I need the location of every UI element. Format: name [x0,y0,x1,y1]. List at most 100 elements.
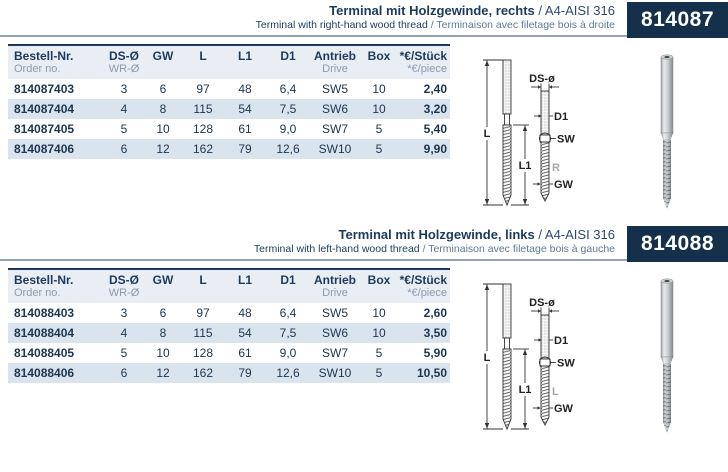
cell: 115 [182,99,224,119]
dim-label-L: L [484,352,491,364]
cell: 4 [104,323,144,343]
column-header: L [182,269,224,303]
cell: 10 [156,122,170,136]
column-header: GW [144,269,182,303]
column-header: DS-Ø WR-Ø [104,45,144,79]
cell-price: 9,90 [398,139,450,159]
table-row: 814088404 4 8 115 54 7,5 SW6 10 3,50 [8,323,450,343]
dim-label-GW: GW [554,403,574,415]
cell: 54 [224,99,266,119]
cell-price: 2,40 [423,82,447,96]
cell: 6 [159,306,167,320]
cell-price: 5,40 [423,122,447,136]
cell: 12,6 [266,363,310,383]
dim-label-D1: D1 [554,111,568,123]
product-section-right-hand: Terminal mit Holzgewinde, rechts / A4-AI… [0,0,728,224]
product-section-left-hand: Terminal mit Holzgewinde, links / A4-AIS… [0,224,728,448]
product-table: Bestell-Nr. Order no. DS-Ø WR-Ø GW L L1 D1… [8,44,450,159]
cell-order-no: 814087404 [8,99,104,119]
cell-order-no: 814087403 [14,82,75,96]
cell-order-no: 814088405 [14,346,75,360]
dim-label-SW: SW [557,134,575,146]
dim-label-DS: DS-ø [529,73,555,85]
product-subtitle-en: Terminal with left-hand wood thread [253,243,420,255]
cell-price: 5,90 [423,346,447,360]
cell-order-no: 814088406 [8,363,104,383]
technical-drawing: L L1 DS-ø D1 SW L GW [483,283,575,431]
article-number-badge: 814087 [627,2,728,38]
cell: 10 [372,306,386,320]
column-header: Box [360,269,398,303]
dim-label-D1: D1 [554,335,568,347]
product-title-main: Terminal mit Holzgewinde, rechts [329,3,535,18]
cell: 12,6 [266,139,310,159]
dim-label-L: L [484,128,491,140]
product-subtitle-fr: / Terminaison avec filetage bois à gauch… [419,243,615,255]
cell: 128 [192,346,214,360]
cell: 6,4 [279,306,297,320]
table-row: 814088406 6 12 162 79 12,6 SW10 5 10,50 [8,363,450,383]
cell: SW5 [321,306,348,320]
cell: 10 [156,346,170,360]
cell: 3 [120,82,128,96]
column-header: Box [360,45,398,79]
product-table: Bestell-Nr. Order no. DS-Ø WR-Ø GW L L1 D1… [8,268,450,383]
section-header: Terminal mit Holzgewinde, rechts / A4-AI… [256,3,615,32]
cell-price: 2,60 [423,306,447,320]
cell-price: 3,20 [398,99,450,119]
cell-price: 10,50 [398,363,450,383]
column-header: Bestell-Nr. Order no. [8,269,104,303]
dim-label-DS: DS-ø [529,297,555,309]
article-number-badge: 814088 [627,226,728,262]
cell: SW5 [321,82,348,96]
cell-order-no: 814088403 [14,306,75,320]
cell: 5 [120,122,128,136]
table-row: 814087405 5 10 128 61 9,0 SW7 5 5,40 [8,119,450,139]
cell: 48 [238,306,252,320]
dim-label-SW: SW [557,358,575,370]
cell: 10 [360,323,398,343]
cell: 12 [144,363,182,383]
product-subtitle-fr: / Terminaison avec filetage bois à droit… [427,19,615,31]
column-header: DS-Ø WR-Ø [104,269,144,303]
section-header: Terminal mit Holzgewinde, links / A4-AIS… [254,227,615,256]
cell: 6,4 [279,82,297,96]
cell: 5 [120,346,128,360]
cell: 115 [182,323,224,343]
column-header: *€/Stück *€/piece [398,45,450,79]
cell: 10 [360,99,398,119]
cell: 162 [182,139,224,159]
column-header: *€/Stück *€/piece [398,269,450,303]
technical-drawing: L L1 DS-ø D1 SW R GW [483,59,575,207]
product-title: Terminal mit Holzgewinde, rechts / A4-AI… [256,3,615,18]
cell: SW7 [321,346,348,360]
cell-order-no: 814087406 [8,139,104,159]
table-row: 814087403 3 6 97 48 6,4 SW5 10 2,40 [8,79,450,99]
cell: 6 [104,363,144,383]
cell: 5 [375,122,383,136]
cell: SW10 [310,139,360,159]
column-header: L1 [224,45,266,79]
product-title: Terminal mit Holzgewinde, links / A4-AIS… [254,227,615,242]
column-header: D1 [266,45,310,79]
table-header-row: Bestell-Nr. Order no. DS-Ø WR-Ø GW L L1 D1… [8,45,450,79]
column-header: L1 [224,269,266,303]
column-header: Antrieb Drive [310,45,360,79]
cell: 128 [192,122,214,136]
cell: 9,0 [279,346,297,360]
cell: SW10 [310,363,360,383]
cell: 97 [196,306,210,320]
column-header: Antrieb Drive [310,269,360,303]
cell: 5 [375,346,383,360]
table-row: 814088403 3 6 97 48 6,4 SW5 10 2,60 [8,303,450,323]
header-divider [0,259,728,261]
column-header: L [182,45,224,79]
cell: 79 [224,363,266,383]
cell: 7,5 [266,99,310,119]
cell: 61 [238,122,252,136]
header-divider [0,35,728,37]
column-header: GW [144,45,182,79]
cell-order-no: 814087405 [14,122,75,136]
cell: 54 [224,323,266,343]
cell: SW6 [310,99,360,119]
